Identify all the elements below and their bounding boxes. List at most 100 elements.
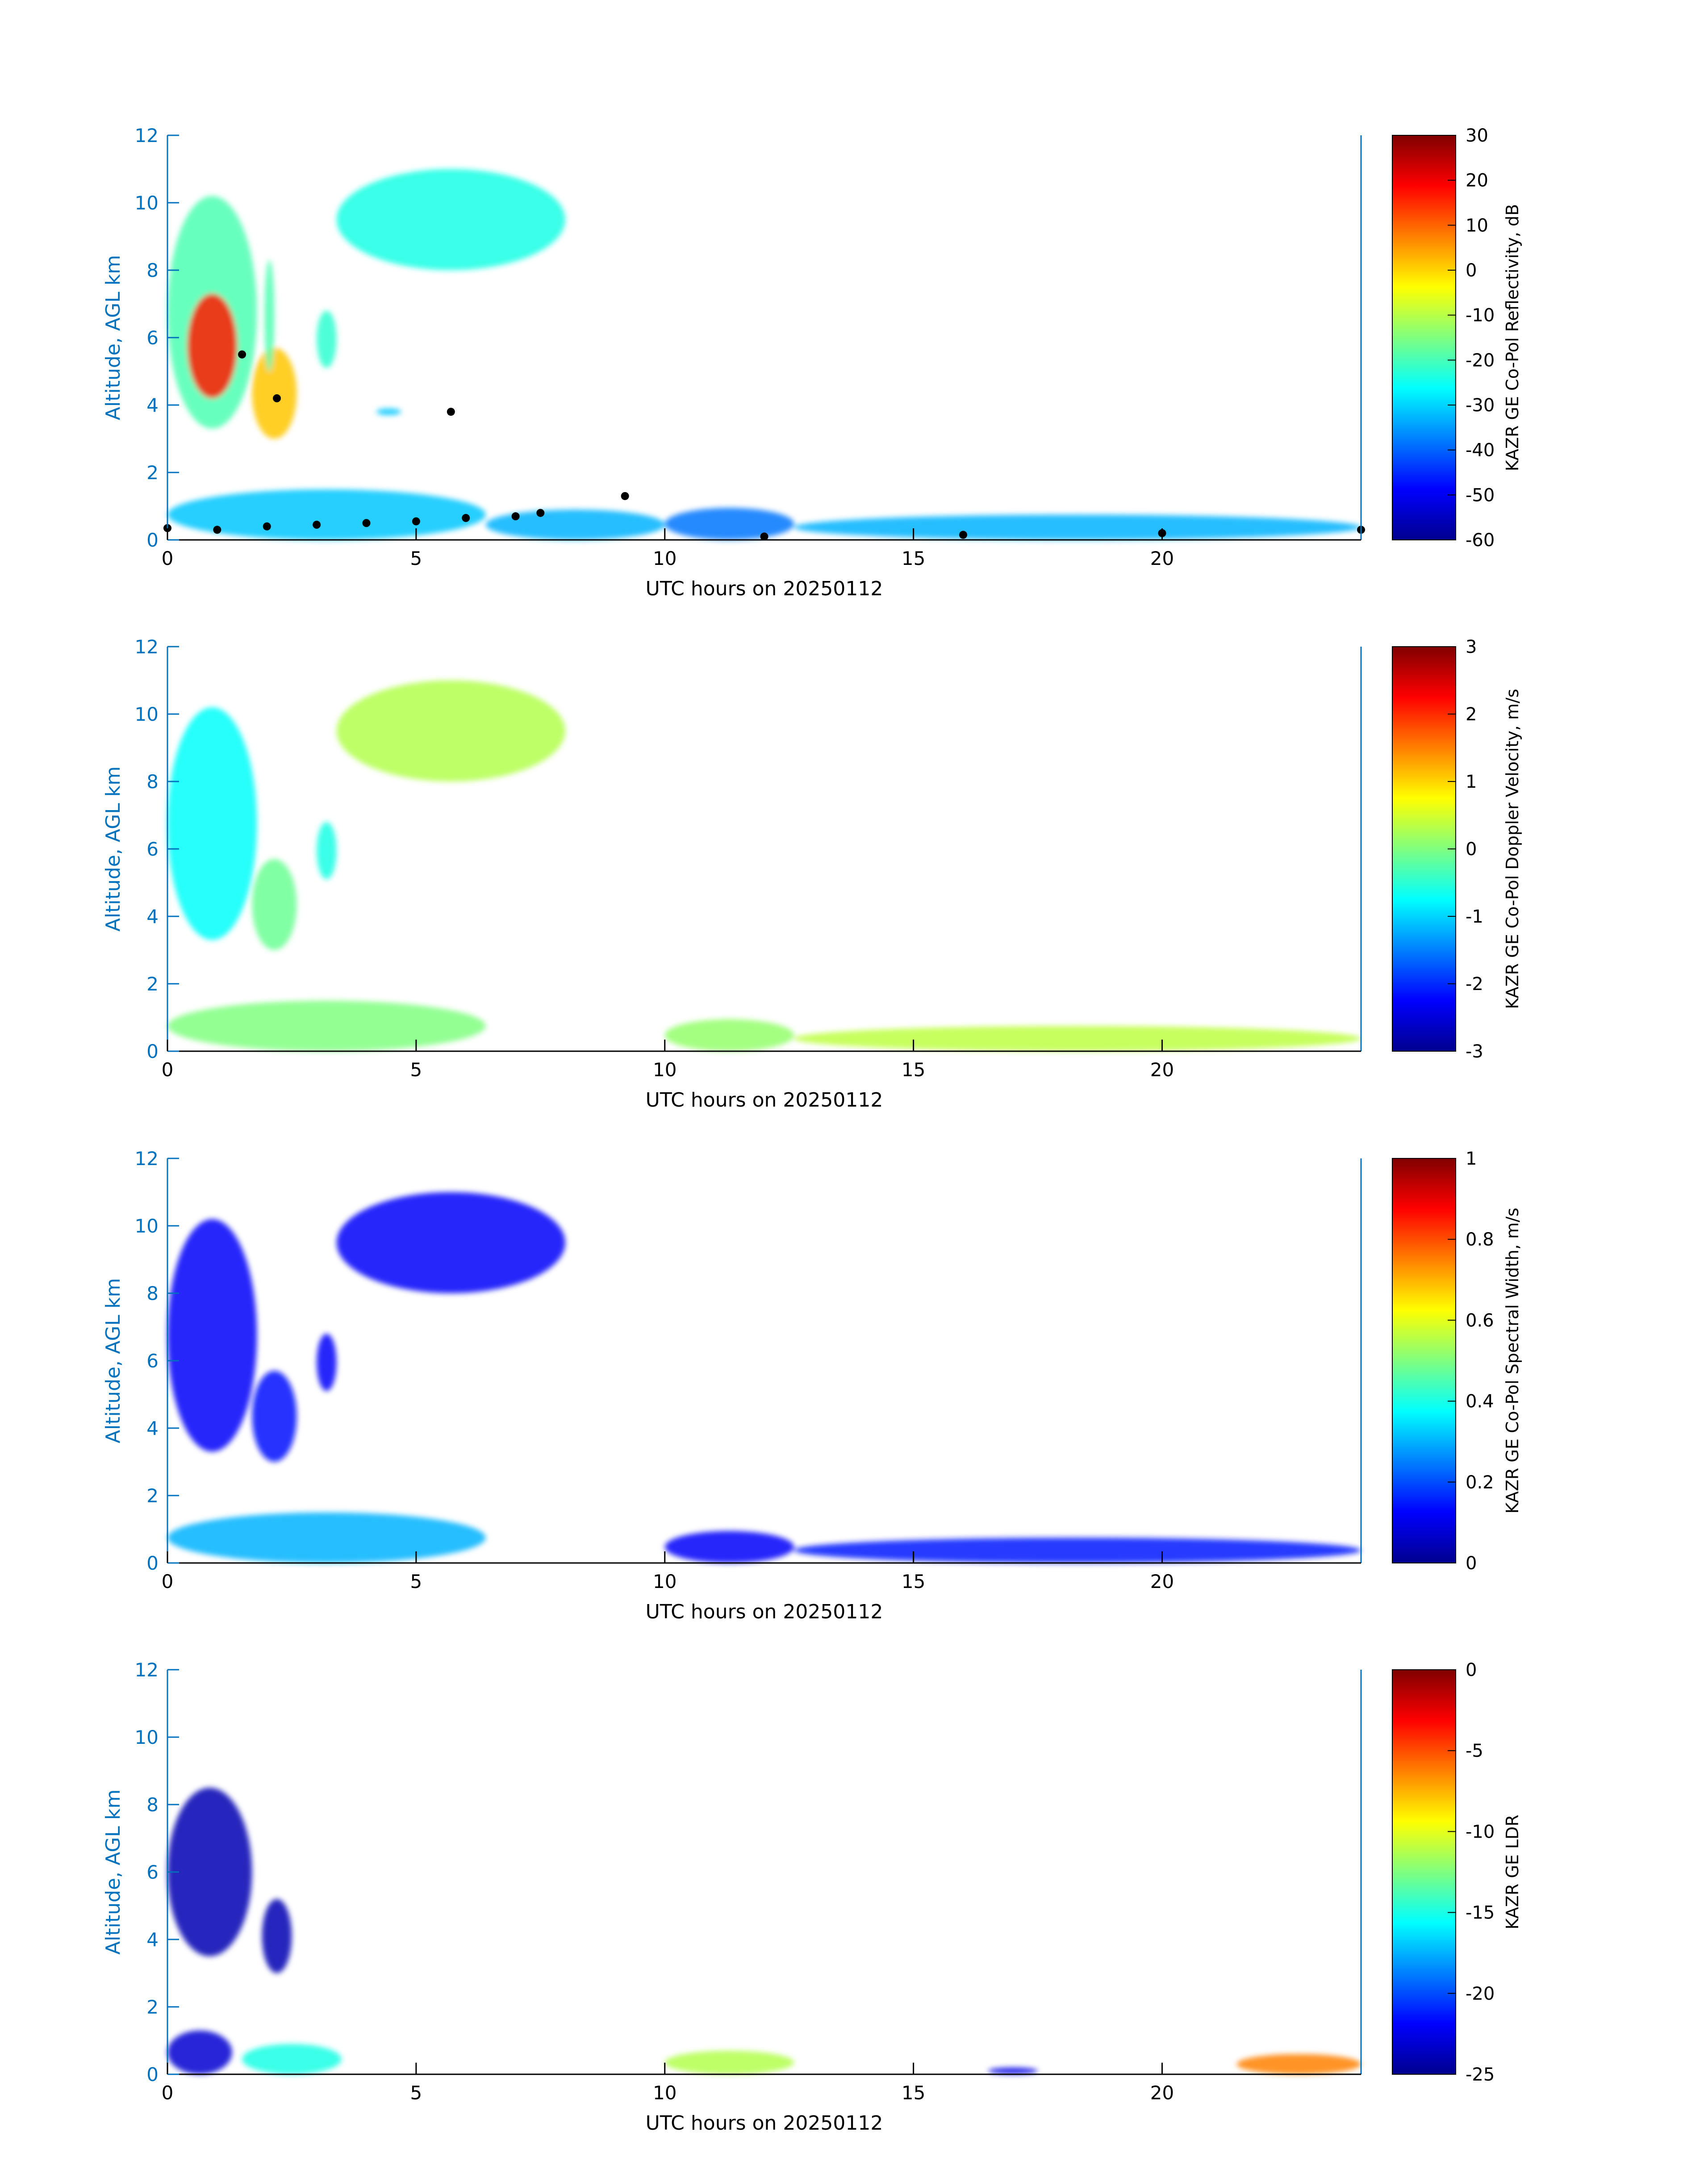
y-tick-label: 0 <box>146 1040 159 1062</box>
echo-region-2 <box>187 293 237 398</box>
cloud-base-point-3 <box>263 522 271 531</box>
colorbar <box>1392 1669 1456 2075</box>
echo-region-9 <box>485 510 665 540</box>
y-tick-label: 8 <box>146 1283 159 1304</box>
x-tick-label: 20 <box>1150 1059 1174 1081</box>
echo-regions <box>167 169 1361 540</box>
colorbar <box>1392 1158 1456 1563</box>
x-tick-label: 15 <box>902 2082 925 2104</box>
colorbar-tick-label: 3 <box>1466 637 1477 657</box>
x-tick-label: 15 <box>902 1059 925 1081</box>
echo-region-2 <box>262 1899 292 1973</box>
colorbar-tick-label: -20 <box>1466 1984 1495 2004</box>
echo-region-5 <box>664 2051 794 2075</box>
colorbar-tick-label: -1 <box>1466 907 1483 927</box>
colorbar-tick-label: -15 <box>1466 1903 1495 1923</box>
y-tick-label: 10 <box>135 1726 159 1748</box>
echo-region-6 <box>664 1531 794 1563</box>
colorbar-label: KAZR GE Co-Pol Spectral Width, m/s <box>1503 1208 1522 1513</box>
cloud-base-point-5 <box>362 519 371 527</box>
colorbar <box>1392 135 1456 540</box>
echo-region-2 <box>252 1371 297 1462</box>
y-tick-label: 12 <box>135 636 159 658</box>
echo-region-1 <box>167 1788 252 1956</box>
colorbar-tick-label: -40 <box>1466 440 1495 461</box>
echo-region-2 <box>252 859 297 950</box>
cloud-base-point-15 <box>238 350 246 359</box>
colorbar-tick-label: 0 <box>1466 1553 1477 1574</box>
cloud-base-point-11 <box>760 532 768 541</box>
colorbar-tick-label: 0 <box>1466 260 1477 281</box>
y-tick-label: 12 <box>135 125 159 146</box>
echo-region-4 <box>242 2044 342 2074</box>
colorbar-tick-label: -5 <box>1466 1741 1483 1761</box>
y-tick-label: 2 <box>146 1485 159 1507</box>
x-tick-label: 20 <box>1150 1571 1174 1592</box>
x-tick-label: 10 <box>653 2082 677 2104</box>
y-tick-label: 2 <box>146 973 159 995</box>
echo-region-1 <box>167 707 257 940</box>
echo-region-5 <box>167 1512 486 1563</box>
x-tick-label: 5 <box>410 1059 422 1081</box>
x-tick-label: 0 <box>162 547 174 569</box>
colorbar-tick-label: -50 <box>1466 485 1495 506</box>
echo-region-4 <box>336 1192 565 1293</box>
colorbar-tick-label: -25 <box>1466 2064 1495 2085</box>
colorbar-tick-label: 1 <box>1466 772 1477 792</box>
y-axis-label: Altitude, AGL km <box>102 255 125 420</box>
colorbar-label: KAZR GE LDR <box>1503 1814 1522 1929</box>
echo-region-4 <box>336 680 565 781</box>
colorbar-tick-label: -20 <box>1466 350 1495 371</box>
echo-region-8 <box>167 489 486 540</box>
colorbar-tick-label: 0 <box>1466 839 1477 860</box>
cloud-base-point-4 <box>313 521 321 529</box>
y-tick-label: 6 <box>146 327 159 349</box>
y-tick-label: 4 <box>146 394 159 416</box>
cloud-base-point-12 <box>959 531 967 539</box>
echo-region-3 <box>317 1333 337 1391</box>
y-tick-label: 0 <box>146 1552 159 1574</box>
y-tick-label: 8 <box>146 1794 159 1816</box>
echo-region-6 <box>988 2067 1038 2075</box>
colorbar <box>1392 646 1456 1052</box>
cloud-base-point-17 <box>447 408 455 416</box>
cloud-base-point-8 <box>511 512 520 521</box>
y-tick-label: 0 <box>146 2064 159 2085</box>
x-tick-label: 20 <box>1150 547 1174 569</box>
colorbar-tick-label: 30 <box>1466 125 1488 146</box>
y-axis-label: Altitude, AGL km <box>102 766 125 932</box>
echo-region-3 <box>317 822 337 879</box>
echo-region-7 <box>376 408 401 415</box>
y-axis-label: Altitude, AGL km <box>102 1789 125 1955</box>
cloud-base-point-16 <box>273 394 281 402</box>
x-tick-label: 20 <box>1150 2082 1174 2104</box>
cloud-base-point-7 <box>462 514 470 522</box>
echo-regions <box>167 680 1361 1051</box>
colorbar-tick-label: 2 <box>1466 704 1477 725</box>
colorbar-tick-label: 1 <box>1466 1149 1477 1169</box>
echo-region-11 <box>794 514 1361 540</box>
x-tick-label: 15 <box>902 547 925 569</box>
colorbar-tick-label: -30 <box>1466 395 1495 416</box>
y-axis-label: Altitude, AGL km <box>102 1278 125 1443</box>
x-axis-label: UTC hours on 20250112 <box>646 577 883 600</box>
x-tick-label: 5 <box>410 1571 422 1592</box>
panel-1: 0 2 4 6 8 10 12 0 5 10 15 20 UTC hours on 20250112 Al… <box>102 125 1522 600</box>
y-tick-label: 8 <box>146 771 159 793</box>
x-tick-label: 5 <box>410 547 422 569</box>
colorbar-tick-label: 20 <box>1466 171 1488 191</box>
echo-region-4 <box>264 260 275 372</box>
echo-region-6 <box>336 169 565 270</box>
cloud-base-point-6 <box>412 517 420 526</box>
echo-region-10 <box>664 508 794 540</box>
echo-regions <box>167 1788 1361 2075</box>
colorbar-tick-label: -60 <box>1466 530 1495 551</box>
colorbar-tick-label: 0.6 <box>1466 1310 1494 1331</box>
echo-region-5 <box>167 1000 486 1051</box>
panel-4: 0 2 4 6 8 10 12 0 5 10 15 20 UTC hours on 20250112 Al… <box>102 1659 1522 2135</box>
colorbar-tick-label: -10 <box>1466 1822 1495 1842</box>
echo-region-1 <box>167 1219 257 1452</box>
